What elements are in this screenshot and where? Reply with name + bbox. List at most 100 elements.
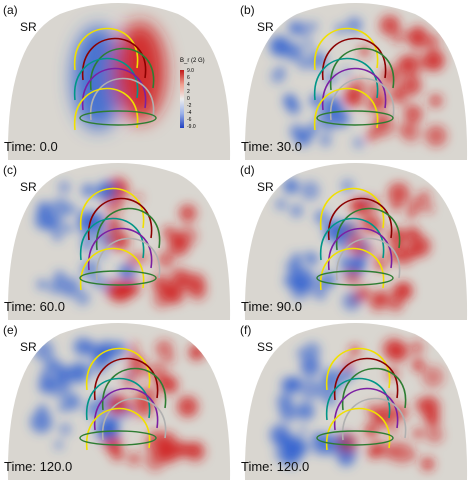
positive-patch bbox=[422, 365, 444, 388]
positive-patch bbox=[388, 227, 407, 246]
positive-patch bbox=[133, 193, 143, 203]
positive-patch bbox=[401, 123, 421, 143]
negative-patch bbox=[295, 21, 312, 38]
positive-patch bbox=[409, 235, 431, 257]
negative-patch bbox=[300, 181, 320, 201]
positive-patch bbox=[108, 395, 128, 415]
negative-patch bbox=[54, 440, 64, 450]
positive-patch bbox=[400, 74, 422, 96]
run-tag: SR bbox=[257, 180, 274, 194]
negative-patch bbox=[297, 57, 310, 70]
negative-patch bbox=[51, 198, 71, 218]
negative-patch bbox=[353, 138, 364, 148]
positive-patch bbox=[417, 191, 431, 204]
negative-patch bbox=[77, 216, 99, 237]
positive-patch bbox=[370, 441, 386, 457]
negative-patch bbox=[67, 205, 77, 215]
field-line bbox=[336, 237, 401, 281]
negative-patch bbox=[290, 204, 303, 218]
field-line-loop bbox=[316, 430, 394, 446]
negative-patch bbox=[58, 403, 67, 412]
positive-polarity bbox=[114, 22, 166, 122]
negative-patch bbox=[59, 423, 72, 436]
positive-patch bbox=[390, 200, 402, 212]
positive-patch bbox=[424, 204, 434, 213]
run-tag: SR bbox=[20, 340, 37, 354]
positive-patch bbox=[353, 197, 371, 216]
negative-patch bbox=[309, 21, 319, 31]
positive-patch bbox=[123, 280, 141, 297]
field-line bbox=[96, 237, 161, 281]
positive-patch bbox=[391, 442, 413, 464]
panel-label: (c) bbox=[3, 163, 17, 177]
positive-patch bbox=[407, 27, 430, 50]
positive-patch bbox=[162, 225, 177, 240]
field-line bbox=[94, 357, 159, 401]
negative-patch bbox=[75, 290, 90, 306]
field-line bbox=[342, 367, 407, 411]
negative-patch bbox=[295, 130, 312, 147]
field-line bbox=[334, 387, 399, 431]
colorbar-tick: 0 bbox=[187, 96, 190, 102]
positive-patch bbox=[358, 287, 371, 300]
negative-patch bbox=[58, 181, 71, 194]
field-line-loop bbox=[316, 270, 394, 286]
positive-patch bbox=[387, 182, 410, 205]
field-line bbox=[320, 247, 385, 291]
panel-label: (d) bbox=[240, 163, 255, 177]
positive-patch bbox=[177, 396, 199, 418]
panel-b: (b) SR Time: 30.0 bbox=[237, 0, 474, 160]
positive-patch bbox=[391, 32, 404, 45]
positive-patch bbox=[160, 283, 176, 299]
negative-patch bbox=[299, 378, 321, 401]
field-line-loop bbox=[79, 270, 157, 286]
magnetogram-d bbox=[244, 163, 468, 320]
negative-patch bbox=[319, 134, 332, 147]
panel-a: (a) SR Time: 0.0 B_r (2 G) 9.0 6 4 2 0 -… bbox=[0, 0, 237, 160]
negative-patch bbox=[284, 42, 303, 62]
positive-patch bbox=[395, 281, 412, 298]
positive-patch bbox=[343, 87, 363, 107]
positive-patch bbox=[148, 429, 167, 449]
positive-patch bbox=[379, 14, 400, 36]
colorbar-tick: -4 bbox=[187, 110, 192, 116]
negative-patch bbox=[96, 430, 107, 441]
colorbar-title: B_r (2 G) bbox=[180, 58, 205, 64]
positive-patch bbox=[122, 374, 136, 389]
positive-patch bbox=[412, 428, 424, 439]
positive-patch bbox=[412, 359, 425, 372]
positive-patch bbox=[406, 210, 416, 219]
positive-patch bbox=[168, 235, 190, 257]
positive-patch bbox=[423, 49, 445, 72]
colorbar-tick: -9.0 bbox=[187, 124, 196, 130]
positive-patch bbox=[381, 66, 401, 86]
positive-patch bbox=[387, 295, 404, 312]
field-line-loop bbox=[316, 110, 394, 126]
colorbar-tick: 6 bbox=[187, 75, 190, 81]
field-line bbox=[322, 37, 387, 81]
colorbar: B_r (2 G) 9.0 6 4 2 0 -2 -4 -6 -9.0 bbox=[180, 58, 220, 140]
positive-patch bbox=[184, 441, 206, 463]
positive-patch bbox=[337, 432, 359, 454]
positive-patch bbox=[418, 396, 440, 418]
panel-c: (c) SR Time: 60.0 bbox=[0, 160, 237, 320]
field-line bbox=[336, 207, 401, 251]
positive-patch bbox=[140, 253, 149, 262]
field-line-loop bbox=[79, 110, 157, 126]
panel-e: (e) SR Time: 120.0 bbox=[0, 320, 237, 480]
positive-patch bbox=[178, 204, 197, 223]
colorbar-gradient bbox=[180, 70, 184, 128]
negative-patch bbox=[300, 356, 321, 377]
field-line bbox=[96, 207, 161, 251]
negative-patch bbox=[60, 277, 80, 298]
negative-patch bbox=[303, 342, 321, 360]
positive-patch bbox=[129, 342, 139, 352]
run-tag: SR bbox=[257, 20, 274, 34]
positive-patch bbox=[373, 95, 388, 110]
positive-patch bbox=[370, 409, 387, 426]
positive-patch bbox=[409, 340, 425, 355]
negative-patch bbox=[359, 239, 369, 249]
negative-patch bbox=[30, 411, 53, 433]
positive-patch bbox=[396, 94, 408, 106]
negative-patch bbox=[63, 224, 73, 233]
